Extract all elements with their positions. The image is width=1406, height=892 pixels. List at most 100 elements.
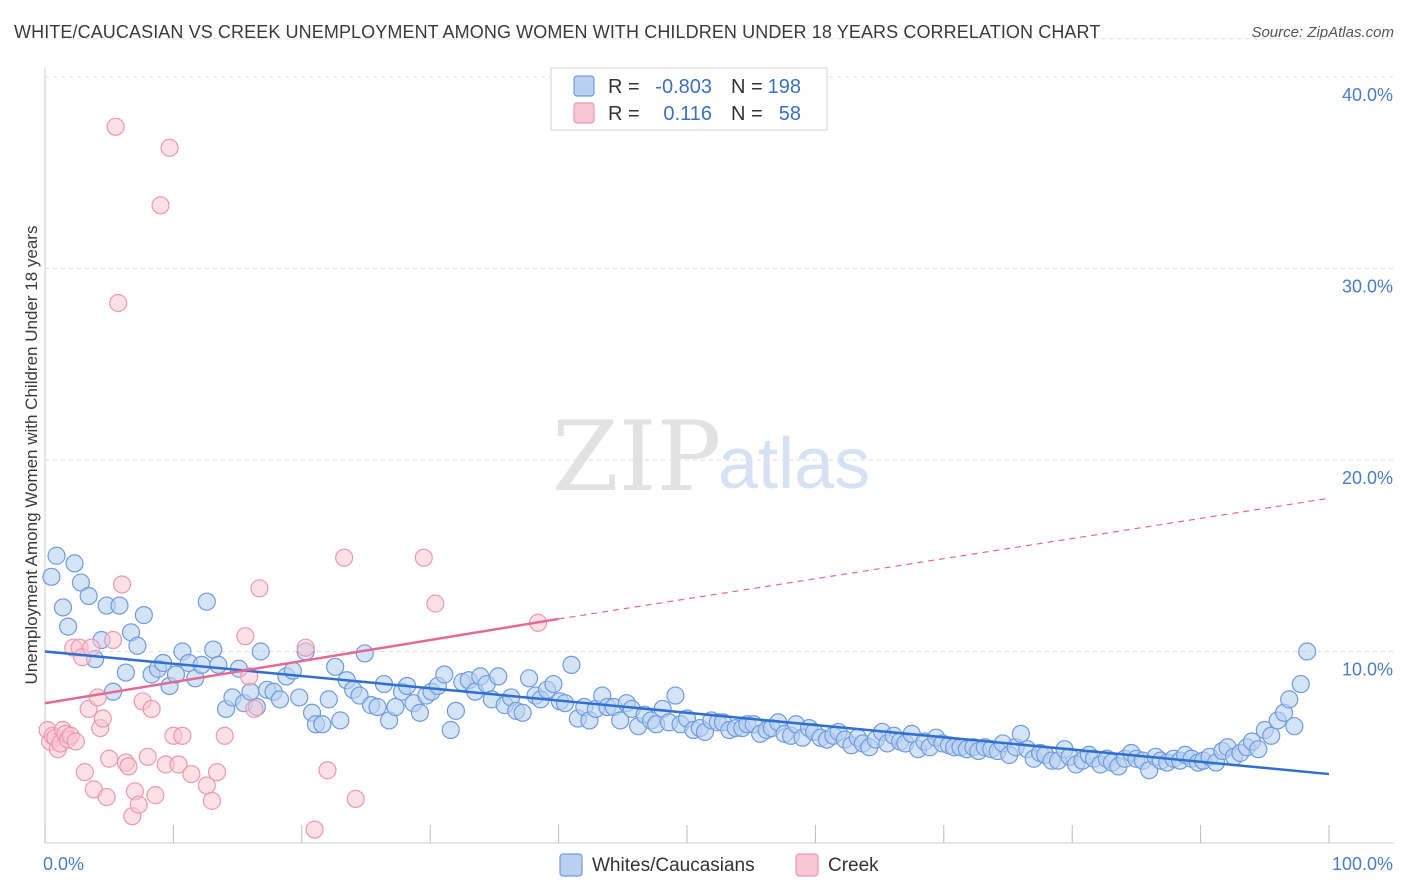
point-creek-45 [207, 763, 227, 782]
chart-title: WHITE/CAUCASIAN VS CREEK UNEMPLOYMENT AM… [14, 22, 1101, 42]
gridlines [45, 38, 1394, 652]
point-creek-46 [215, 726, 234, 745]
point-whites-47 [331, 711, 350, 730]
source-label: Source: ZipAtlas.com [1251, 24, 1394, 41]
point-whites-0 [42, 567, 61, 586]
point-whites-78 [519, 669, 539, 688]
point-whites-4 [65, 554, 84, 573]
point-whites-73 [489, 667, 508, 686]
point-whites-15 [134, 606, 153, 625]
point-whites-85 [562, 655, 581, 675]
point-creek-53 [318, 761, 337, 780]
point-creek-21 [97, 787, 116, 807]
legend-swatch-whites [573, 75, 595, 97]
point-whites-11 [110, 596, 129, 615]
point-creek-24 [106, 117, 125, 136]
legend-r-value-whites: -0.803 [655, 76, 712, 98]
point-creek-36 [151, 196, 170, 215]
y-tick-label-2: 30.0% [1342, 277, 1393, 297]
point-creek-44 [202, 791, 222, 810]
legend-swatch-creek [573, 102, 595, 124]
point-creek-31 [129, 795, 148, 814]
series-whites-points [42, 546, 1317, 780]
point-creek-51 [296, 638, 315, 657]
point-whites-51 [355, 644, 374, 663]
point-creek-16 [82, 638, 101, 657]
point-creek-14 [75, 763, 94, 782]
bottom-legend-label-creek: Creek [828, 855, 879, 876]
point-creek-47 [236, 627, 255, 646]
point-whites-205 [1291, 674, 1310, 694]
point-whites-6 [79, 586, 98, 606]
point-creek-50 [250, 579, 269, 598]
point-whites-37 [270, 690, 290, 709]
point-whites-53 [368, 697, 387, 717]
point-whites-27 [209, 655, 228, 675]
point-whites-102 [666, 686, 685, 705]
legend-r-value-creek: 0.116 [663, 103, 712, 125]
point-whites-40 [290, 688, 309, 707]
legend-n-value-creek: 58 [779, 103, 801, 125]
point-whites-25 [197, 592, 216, 611]
point-whites-65 [441, 720, 460, 740]
point-whites-26 [204, 640, 223, 659]
point-creek-52 [305, 820, 324, 839]
bottom-legend: Whites/Caucasians Creek [559, 853, 879, 877]
point-whites-34 [251, 642, 270, 661]
trend-lines [44, 497, 1330, 776]
point-creek-22 [100, 749, 119, 768]
legend-n-value-whites: 198 [768, 76, 801, 98]
point-whites-198 [1249, 740, 1268, 759]
point-creek-23 [103, 630, 123, 650]
point-whites-14 [128, 636, 147, 655]
bottom-legend-swatch-creek [795, 853, 819, 877]
point-creek-54 [335, 548, 354, 567]
point-whites-159 [1011, 724, 1030, 743]
point-whites-206 [1298, 642, 1317, 661]
legend-box: R = -0.803 N = 198 R = 0.116 N = 58 [550, 67, 828, 131]
point-whites-82 [544, 674, 563, 694]
watermark-zip: ZIP [552, 401, 721, 513]
point-creek-25 [109, 293, 128, 313]
bottom-legend-label-whites: Whites/Caucasians [592, 855, 755, 876]
tick-labels: 10.0% 20.0% 30.0% 40.0% 0.0% 100.0% [43, 85, 1393, 874]
point-whites-5 [71, 573, 91, 592]
point-whites-45 [319, 690, 338, 709]
point-whites-60 [410, 703, 430, 722]
point-whites-1 [47, 546, 66, 565]
axes [44, 68, 1394, 844]
point-creek-38 [160, 138, 179, 157]
point-whites-204 [1285, 717, 1304, 736]
legend-r-label-whites: R = [608, 76, 640, 98]
point-creek-42 [182, 764, 201, 784]
point-creek-40 [169, 755, 188, 774]
point-whites-12 [116, 663, 135, 682]
x-tick-label-1: 100.0% [1332, 854, 1393, 874]
legend-r-label-creek: R = [608, 103, 640, 125]
point-creek-20 [93, 709, 112, 728]
point-whites-93 [611, 711, 630, 730]
y-tick-label-1: 20.0% [1342, 468, 1393, 488]
point-whites-203 [1280, 690, 1299, 709]
point-whites-46 [326, 657, 345, 676]
point-whites-44 [313, 715, 332, 734]
point-creek-28 [119, 757, 138, 776]
point-creek-11 [66, 732, 85, 751]
legend-n-label-creek: N = [731, 103, 763, 125]
point-creek-26 [112, 575, 132, 594]
point-creek-56 [414, 548, 433, 567]
trend-line-whites [44, 650, 1330, 776]
trend-line-creek-extension [558, 497, 1330, 620]
bottom-legend-swatch-whites [559, 853, 583, 877]
point-whites-64 [435, 665, 454, 684]
point-whites-84 [555, 694, 575, 713]
series-creek-points [38, 117, 548, 839]
point-creek-35 [146, 786, 165, 805]
point-creek-18 [88, 688, 107, 707]
x-tick-label-0: 0.0% [43, 854, 84, 874]
point-whites-32 [241, 682, 260, 701]
legend-n-label-whites: N = [731, 76, 763, 98]
point-whites-2 [53, 598, 73, 617]
point-creek-33 [138, 747, 157, 766]
